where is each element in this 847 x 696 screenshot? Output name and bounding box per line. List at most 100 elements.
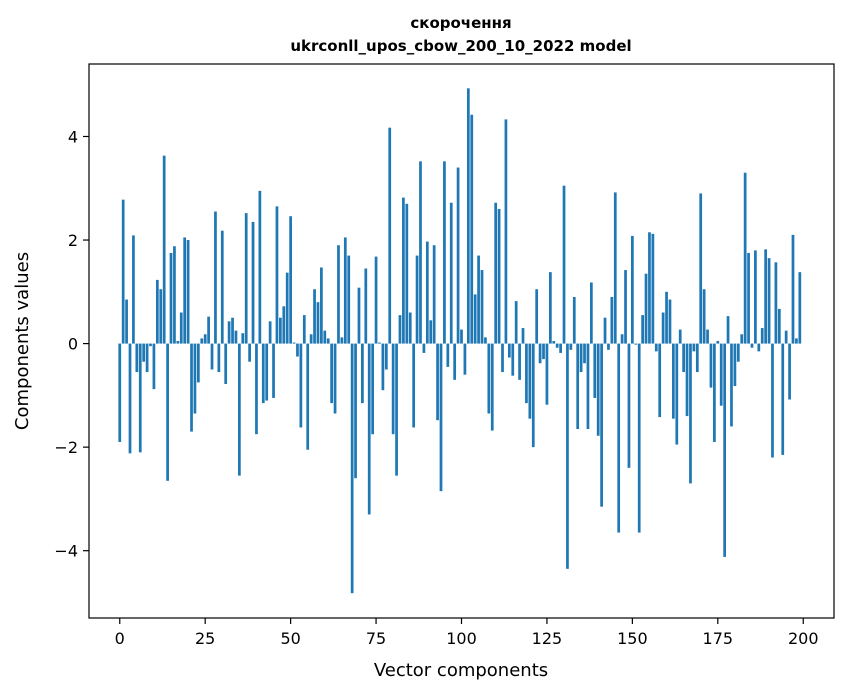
- bar: [760, 328, 764, 344]
- bar: [613, 192, 617, 344]
- bar: [511, 343, 515, 376]
- bar: [391, 343, 395, 435]
- bar: [258, 190, 262, 344]
- bar: [788, 343, 791, 400]
- bar: [566, 343, 569, 569]
- bar: [507, 343, 511, 358]
- bar: [562, 185, 566, 344]
- bar: [538, 343, 542, 364]
- bar: [200, 338, 204, 344]
- plot-frame: [88, 63, 835, 619]
- bar: [333, 343, 337, 414]
- bar: [716, 341, 720, 344]
- bar: [576, 343, 580, 430]
- bar: [593, 343, 597, 398]
- y-tick-label: −2: [54, 438, 78, 457]
- bar: [525, 343, 528, 404]
- bar: [709, 343, 713, 388]
- bar: [361, 343, 364, 404]
- bar: [706, 329, 709, 344]
- bar: [463, 343, 467, 375]
- bar: [166, 343, 169, 481]
- bar: [367, 343, 371, 515]
- bar: [285, 272, 289, 344]
- bar: [559, 343, 562, 353]
- bar: [179, 312, 183, 344]
- bar: [374, 256, 378, 344]
- bar: [357, 287, 361, 344]
- bar: [381, 343, 385, 391]
- bar: [309, 334, 313, 344]
- bar: [261, 343, 265, 404]
- bar: [620, 334, 624, 344]
- y-tick-label: 2: [68, 231, 78, 250]
- bar: [477, 255, 480, 344]
- y-axis-ticks: −4 −2 0 2 4: [54, 127, 89, 561]
- bar: [196, 343, 200, 383]
- bar: [364, 268, 368, 344]
- bar: [405, 203, 409, 344]
- bar: [764, 249, 768, 344]
- x-tick-label: 150: [617, 629, 648, 648]
- bar: [771, 343, 774, 458]
- bar: [600, 343, 603, 507]
- bar: [654, 343, 658, 352]
- bar: [699, 193, 703, 344]
- bar: [603, 317, 607, 344]
- bar: [412, 343, 416, 428]
- bar: [203, 334, 207, 344]
- bar: [466, 88, 470, 344]
- bar: [713, 343, 716, 442]
- bar: [702, 289, 706, 344]
- bar: [244, 213, 248, 344]
- bar: [255, 343, 258, 435]
- bar: [723, 343, 727, 557]
- bar: [695, 343, 699, 373]
- bar: [795, 338, 798, 344]
- bar: [719, 343, 723, 406]
- x-tick-label: 175: [703, 629, 734, 648]
- y-tick-label: 0: [68, 335, 78, 354]
- bar: [750, 343, 754, 348]
- bar: [320, 267, 323, 344]
- bar: [176, 341, 180, 344]
- bar: [173, 246, 176, 344]
- bar: [453, 343, 457, 380]
- x-tick-label: 0: [115, 629, 125, 648]
- bar: [586, 343, 590, 430]
- bar: [668, 299, 672, 344]
- bar: [220, 230, 224, 344]
- x-axis-label: Vector components: [374, 660, 548, 681]
- bar: [323, 330, 327, 344]
- x-tick-label: 50: [280, 629, 300, 648]
- bar: [292, 342, 296, 344]
- bar: [432, 245, 436, 344]
- bar: [678, 329, 682, 344]
- bar: [207, 316, 210, 344]
- bar: [460, 329, 463, 344]
- bar: [241, 333, 245, 344]
- bar: [658, 343, 662, 418]
- bar: [596, 343, 600, 436]
- bar: [354, 343, 357, 479]
- bar: [132, 235, 135, 344]
- bar: [542, 343, 545, 360]
- bar: [569, 343, 573, 350]
- bar: [289, 216, 292, 344]
- bar: [743, 172, 747, 344]
- x-tick-label: 100: [446, 629, 477, 648]
- bar: [579, 343, 583, 373]
- x-tick-label: 75: [366, 629, 386, 648]
- bar: [135, 343, 139, 373]
- bar: [449, 202, 453, 344]
- bar: [473, 294, 477, 344]
- bar: [610, 296, 614, 344]
- bar: [330, 343, 333, 404]
- bar: [490, 343, 494, 431]
- bar: [637, 343, 641, 533]
- bar: [736, 343, 740, 362]
- bar: [282, 306, 286, 344]
- bar: [306, 343, 310, 450]
- bar: [214, 211, 217, 344]
- bar: [125, 299, 128, 344]
